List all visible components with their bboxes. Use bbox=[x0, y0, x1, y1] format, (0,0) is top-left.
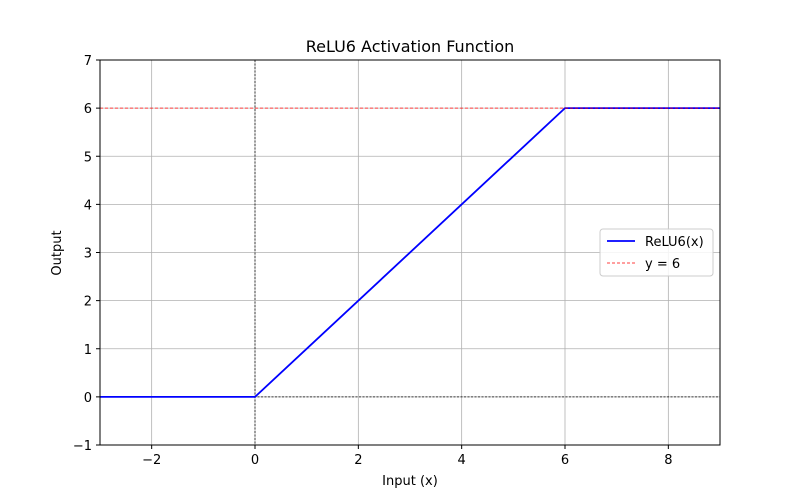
y-tick-label: −1 bbox=[73, 439, 92, 454]
y-tick-label: 6 bbox=[84, 102, 92, 117]
x-tick-label: 2 bbox=[354, 453, 362, 468]
chart-title: ReLU6 Activation Function bbox=[306, 37, 515, 56]
x-axis-label: Input (x) bbox=[382, 474, 438, 489]
x-tick-label: 6 bbox=[561, 453, 569, 468]
x-tick-label: 8 bbox=[664, 453, 672, 468]
x-tick-label: 4 bbox=[458, 453, 466, 468]
y-tick-label: 0 bbox=[84, 391, 92, 406]
y-tick-label: 7 bbox=[84, 54, 92, 69]
legend: ReLU6(x) y = 6 bbox=[599, 228, 714, 277]
ticks: −2 0 2 4 6 8 −1 0 1 2 3 4 5 6 7 bbox=[73, 54, 673, 468]
y-tick-label: 1 bbox=[84, 343, 92, 358]
legend-label-relu6: ReLU6(x) bbox=[645, 235, 704, 250]
y-tick-label: 5 bbox=[84, 150, 92, 165]
y-axis-label: Output bbox=[50, 230, 65, 275]
y-tick-label: 3 bbox=[84, 247, 92, 262]
y-tick-label: 2 bbox=[84, 295, 92, 310]
x-tick-label: 0 bbox=[251, 453, 259, 468]
legend-label-y6: y = 6 bbox=[645, 257, 680, 272]
series bbox=[100, 107, 720, 398]
x-tick-label: −2 bbox=[142, 453, 161, 468]
y-tick-label: 4 bbox=[84, 198, 92, 213]
